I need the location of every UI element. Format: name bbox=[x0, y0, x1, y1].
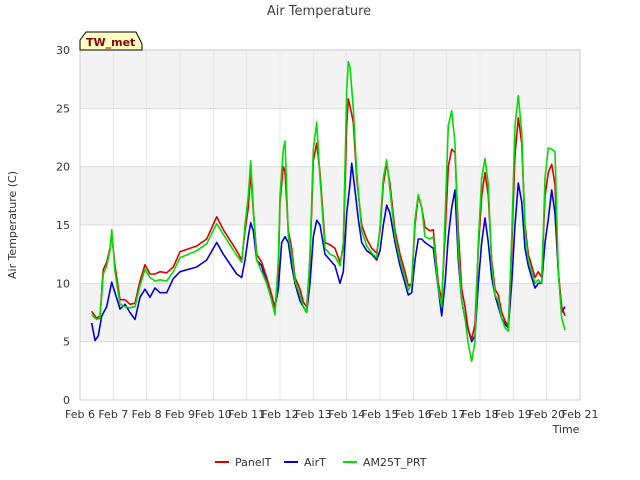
y-tick-label: 20 bbox=[56, 161, 70, 174]
x-tick-label: Feb 10 bbox=[195, 408, 232, 421]
y-tick-label: 30 bbox=[56, 44, 70, 57]
legend-label: AirT bbox=[304, 456, 326, 469]
x-tick-label: Feb 8 bbox=[132, 408, 162, 421]
x-tick-label: Feb 18 bbox=[462, 408, 499, 421]
y-tick-label: 0 bbox=[63, 394, 70, 407]
site-badge: TW_met bbox=[79, 31, 143, 51]
legend-label: PanelT bbox=[235, 456, 272, 469]
y-tick-label: 10 bbox=[56, 277, 70, 290]
x-tick-label: Feb 21 bbox=[562, 408, 599, 421]
x-axis-label: Time bbox=[552, 423, 580, 436]
x-tick-label: Feb 11 bbox=[228, 408, 265, 421]
plot-band bbox=[80, 108, 580, 167]
x-tick-label: Feb 12 bbox=[262, 408, 299, 421]
legend: PanelT AirT AM25T_PRT bbox=[215, 456, 427, 469]
y-tick-label: 25 bbox=[56, 102, 70, 115]
plot-band bbox=[80, 50, 580, 109]
y-axis-ticks: 0 5 10 15 20 25 30 bbox=[56, 44, 70, 407]
series-line-am25t-prt bbox=[91, 60, 566, 363]
x-tick-label: Feb 13 bbox=[295, 408, 332, 421]
x-tick-label: Feb 14 bbox=[328, 408, 365, 421]
y-tick-label: 5 bbox=[63, 336, 70, 349]
x-tick-label: Feb 6 bbox=[65, 408, 95, 421]
x-tick-label: Feb 7 bbox=[98, 408, 128, 421]
plot-band bbox=[80, 283, 580, 342]
x-tick-label: Feb 16 bbox=[395, 408, 432, 421]
chart-title: Air Temperature bbox=[267, 4, 371, 19]
grid-lines bbox=[79, 49, 581, 401]
x-tick-label: Feb 15 bbox=[362, 408, 399, 421]
legend-label: AM25T_PRT bbox=[363, 456, 427, 469]
x-tick-label: Feb 19 bbox=[495, 408, 532, 421]
x-tick-label: Feb 20 bbox=[528, 408, 565, 421]
y-axis-label: Air Temperature (C) bbox=[6, 171, 19, 279]
plot-band bbox=[80, 166, 580, 225]
x-tick-label: Feb 17 bbox=[428, 408, 465, 421]
plot-band bbox=[80, 341, 580, 400]
series-layer bbox=[90, 60, 566, 363]
site-badge-label: TW_met bbox=[86, 36, 135, 49]
x-tick-label: Feb 9 bbox=[165, 408, 195, 421]
y-tick-label: 15 bbox=[56, 219, 70, 232]
plot-frame bbox=[79, 49, 581, 401]
